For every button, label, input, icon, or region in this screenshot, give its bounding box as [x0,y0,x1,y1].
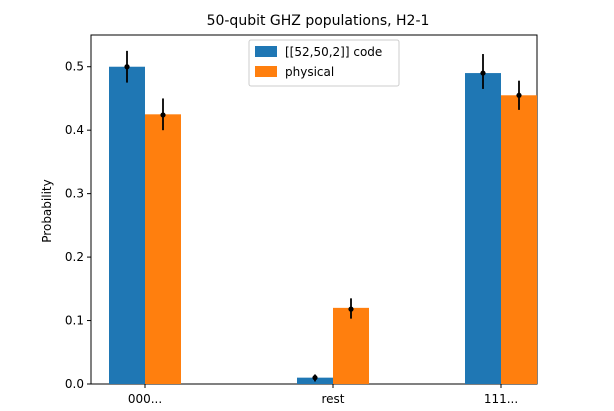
bar-0-0 [109,66,145,385]
bar-1-2 [501,95,537,385]
legend: [[52,50,2]] code physical [248,39,400,87]
y-axis: 0.0 0.1 0.2 0.3 0.4 0.5 [65,60,91,391]
point-estimate-0-0 [124,64,130,70]
point-estimate-1-2 [516,92,522,98]
legend-label-code: [[52,50,2]] code [285,45,382,59]
x-tick-label-1: rest [321,392,344,406]
point-estimate-1-0 [160,112,166,118]
y-tick-label-3: 0.3 [65,187,84,201]
y-tick-label-5: 0.5 [65,60,84,74]
chart-title: 50-qubit GHZ populations, H2-1 [207,13,430,29]
legend-swatch-code [255,46,277,57]
x-axis: 000... rest 111... [128,384,518,406]
bar-1-0 [145,114,181,385]
x-tick-label-0: 000... [128,392,162,406]
bar-1-1 [333,307,369,384]
legend-box [248,39,400,87]
point-estimate-0-1 [312,375,318,381]
point-estimate-0-2 [480,70,486,76]
y-tick-label-4: 0.4 [65,123,84,137]
legend-label-physical: physical [285,65,334,79]
point-estimate-1-1 [348,306,354,312]
error-bars-layer [124,50,522,382]
y-axis-title: Probability [40,179,54,242]
bar-0-2 [465,73,501,384]
y-tick-label-0: 0.0 [65,377,84,391]
y-tick-label-1: 0.1 [65,314,84,328]
bars-layer [109,66,537,385]
y-tick-label-2: 0.2 [65,250,84,264]
legend-swatch-physical [255,66,277,77]
x-tick-label-2: 111... [484,392,518,406]
